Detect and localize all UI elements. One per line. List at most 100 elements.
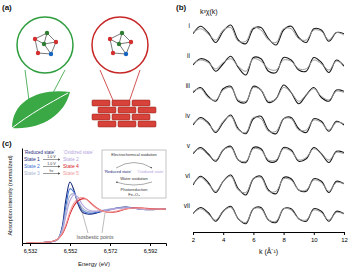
tick-mark bbox=[30, 243, 31, 246]
atom bbox=[117, 42, 121, 46]
scheme-box bbox=[102, 150, 166, 198]
bricks bbox=[92, 100, 156, 127]
legend: ‘Reduced state’‘Oxidized state’State 11.… bbox=[24, 150, 94, 176]
spectrum-line bbox=[193, 56, 344, 75]
legend-arrow bbox=[43, 159, 60, 160]
legend-arrow bbox=[43, 166, 60, 167]
axis-title: k³χ(k) bbox=[200, 8, 218, 16]
annotation-text: Isosbestic points bbox=[77, 234, 114, 240]
brick bbox=[118, 107, 136, 113]
row-label: i bbox=[189, 22, 190, 29]
scheme-text: ‘Oxidized state’ bbox=[137, 169, 164, 174]
spectrum-line bbox=[26, 198, 166, 243]
brick bbox=[92, 114, 110, 120]
spectrum-line bbox=[193, 147, 344, 161]
x-tick: 2 bbox=[192, 232, 196, 243]
plot-area bbox=[26, 182, 166, 243]
spectrum-line bbox=[193, 27, 344, 42]
axis-line bbox=[23, 244, 167, 247]
tick-mark bbox=[193, 232, 194, 235]
legend-entry: State 1 bbox=[24, 156, 40, 162]
zoom-circle bbox=[92, 17, 148, 73]
spectrum-line bbox=[193, 176, 344, 193]
spectrum-line bbox=[193, 146, 344, 163]
axis-line bbox=[194, 233, 345, 236]
leaf bbox=[12, 91, 70, 128]
x-tick: 12 bbox=[341, 232, 348, 243]
row-label: vi bbox=[185, 172, 190, 179]
scheme-arrow bbox=[116, 163, 152, 169]
tick-mark bbox=[314, 232, 315, 235]
scheme-text: Fe–O₂ bbox=[128, 192, 140, 197]
tick-label: 6,572 bbox=[104, 248, 118, 254]
tick-label: 6 bbox=[252, 237, 256, 243]
spectrum-line bbox=[193, 87, 344, 101]
legend-entry: State 2 bbox=[24, 163, 40, 169]
tick-mark bbox=[150, 243, 151, 246]
tick-label: 6,532 bbox=[24, 248, 38, 254]
row-label: ii bbox=[187, 52, 190, 59]
spectrum-line bbox=[193, 85, 344, 104]
brick bbox=[138, 107, 156, 113]
panel-label: (c) bbox=[2, 139, 12, 148]
tick-label: 6,552 bbox=[64, 248, 78, 254]
tick-mark bbox=[110, 243, 111, 246]
spectrum-line bbox=[193, 206, 344, 224]
spectrum-line bbox=[26, 199, 166, 243]
scheme-text: Electrochemical oxidation bbox=[111, 152, 156, 157]
axis-line bbox=[22, 149, 23, 244]
tick-label: 12 bbox=[341, 237, 348, 243]
x-tick: 10 bbox=[311, 232, 318, 243]
spectrum-line bbox=[26, 194, 166, 243]
row-label: vii bbox=[184, 202, 190, 209]
atom bbox=[120, 31, 124, 35]
tick-mark bbox=[344, 232, 345, 235]
zoom-circle bbox=[17, 17, 73, 73]
tick-label: 6,592 bbox=[144, 248, 158, 254]
atom bbox=[108, 37, 112, 41]
row-label: iii bbox=[186, 82, 190, 89]
brick bbox=[118, 121, 136, 127]
atom bbox=[124, 52, 128, 56]
scheme: Electrochemical oxidation ‘Reduced state’… bbox=[102, 150, 166, 198]
atom bbox=[33, 37, 37, 41]
leaf-vein bbox=[12, 93, 68, 128]
x-axis: 24681012 bbox=[192, 232, 349, 243]
x-tick: 6,592 bbox=[144, 243, 158, 254]
brick bbox=[98, 107, 116, 113]
y-axis bbox=[22, 149, 23, 244]
atom bbox=[42, 42, 46, 46]
brick bbox=[112, 100, 130, 106]
arrow-label: 1.0 V bbox=[47, 162, 56, 166]
scheme-text: ‘Reduced state’ bbox=[104, 169, 132, 174]
tick-label: 2 bbox=[192, 237, 196, 243]
brick bbox=[92, 100, 110, 106]
tick-mark bbox=[223, 232, 224, 235]
tick-mark bbox=[70, 243, 71, 246]
x-tick: 6 bbox=[252, 232, 256, 243]
panel-label: (a) bbox=[2, 3, 12, 12]
legend-arrow bbox=[43, 173, 60, 174]
spectrum-line bbox=[193, 116, 344, 133]
panel-a: (a) bbox=[2, 3, 156, 128]
pointer bbox=[102, 213, 105, 233]
brick bbox=[138, 121, 156, 127]
axis-title: k (Å⁻¹) bbox=[259, 247, 278, 256]
pointer bbox=[80, 205, 88, 233]
annotation: Isosbestic points bbox=[77, 205, 114, 240]
tick-mark bbox=[284, 232, 285, 235]
x-tick: 6,552 bbox=[64, 243, 78, 254]
atom bbox=[129, 40, 133, 44]
legend-entry: State 2 bbox=[63, 156, 79, 162]
spectrum-line bbox=[193, 59, 344, 72]
spectrum-line bbox=[26, 195, 166, 243]
brick bbox=[132, 100, 150, 106]
spectrum-line bbox=[193, 25, 344, 45]
legend-entry: State 4 bbox=[63, 163, 79, 169]
arrow-label: hν bbox=[50, 169, 54, 173]
spectrum-line bbox=[26, 182, 166, 243]
panel-b: (b)k³χ(k)24681012k (Å⁻¹)iiiiiiivvvivii bbox=[176, 3, 348, 256]
row-label: v bbox=[187, 142, 191, 149]
tick-mark bbox=[253, 232, 254, 235]
scheme-text: Water oxidation bbox=[120, 176, 148, 181]
